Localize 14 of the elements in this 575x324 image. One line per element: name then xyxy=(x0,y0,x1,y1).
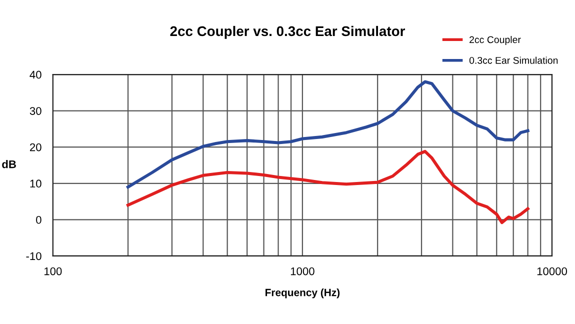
x-tick-label: 10000 xyxy=(537,267,568,276)
legend-label: 0.3cc Ear Simulation xyxy=(469,56,558,64)
y-tick-label: -10 xyxy=(26,252,42,260)
y-tick-label: 0 xyxy=(36,216,42,224)
y-axis-title: dB xyxy=(2,160,16,168)
x-tick-label: 1000 xyxy=(290,267,314,276)
y-tick-label: 20 xyxy=(30,143,42,152)
y-tick-label: 10 xyxy=(30,180,42,188)
y-tick-label: 30 xyxy=(30,107,42,115)
legend-label: 2cc Coupler xyxy=(470,36,521,46)
x-axis-title: Frequency (Hz) xyxy=(266,288,340,298)
x-tick-label: 100 xyxy=(44,267,62,276)
chart-title: 2cc Coupler vs. 0.3cc Ear Simulator xyxy=(170,26,406,39)
y-tick-label: 40 xyxy=(30,70,42,79)
